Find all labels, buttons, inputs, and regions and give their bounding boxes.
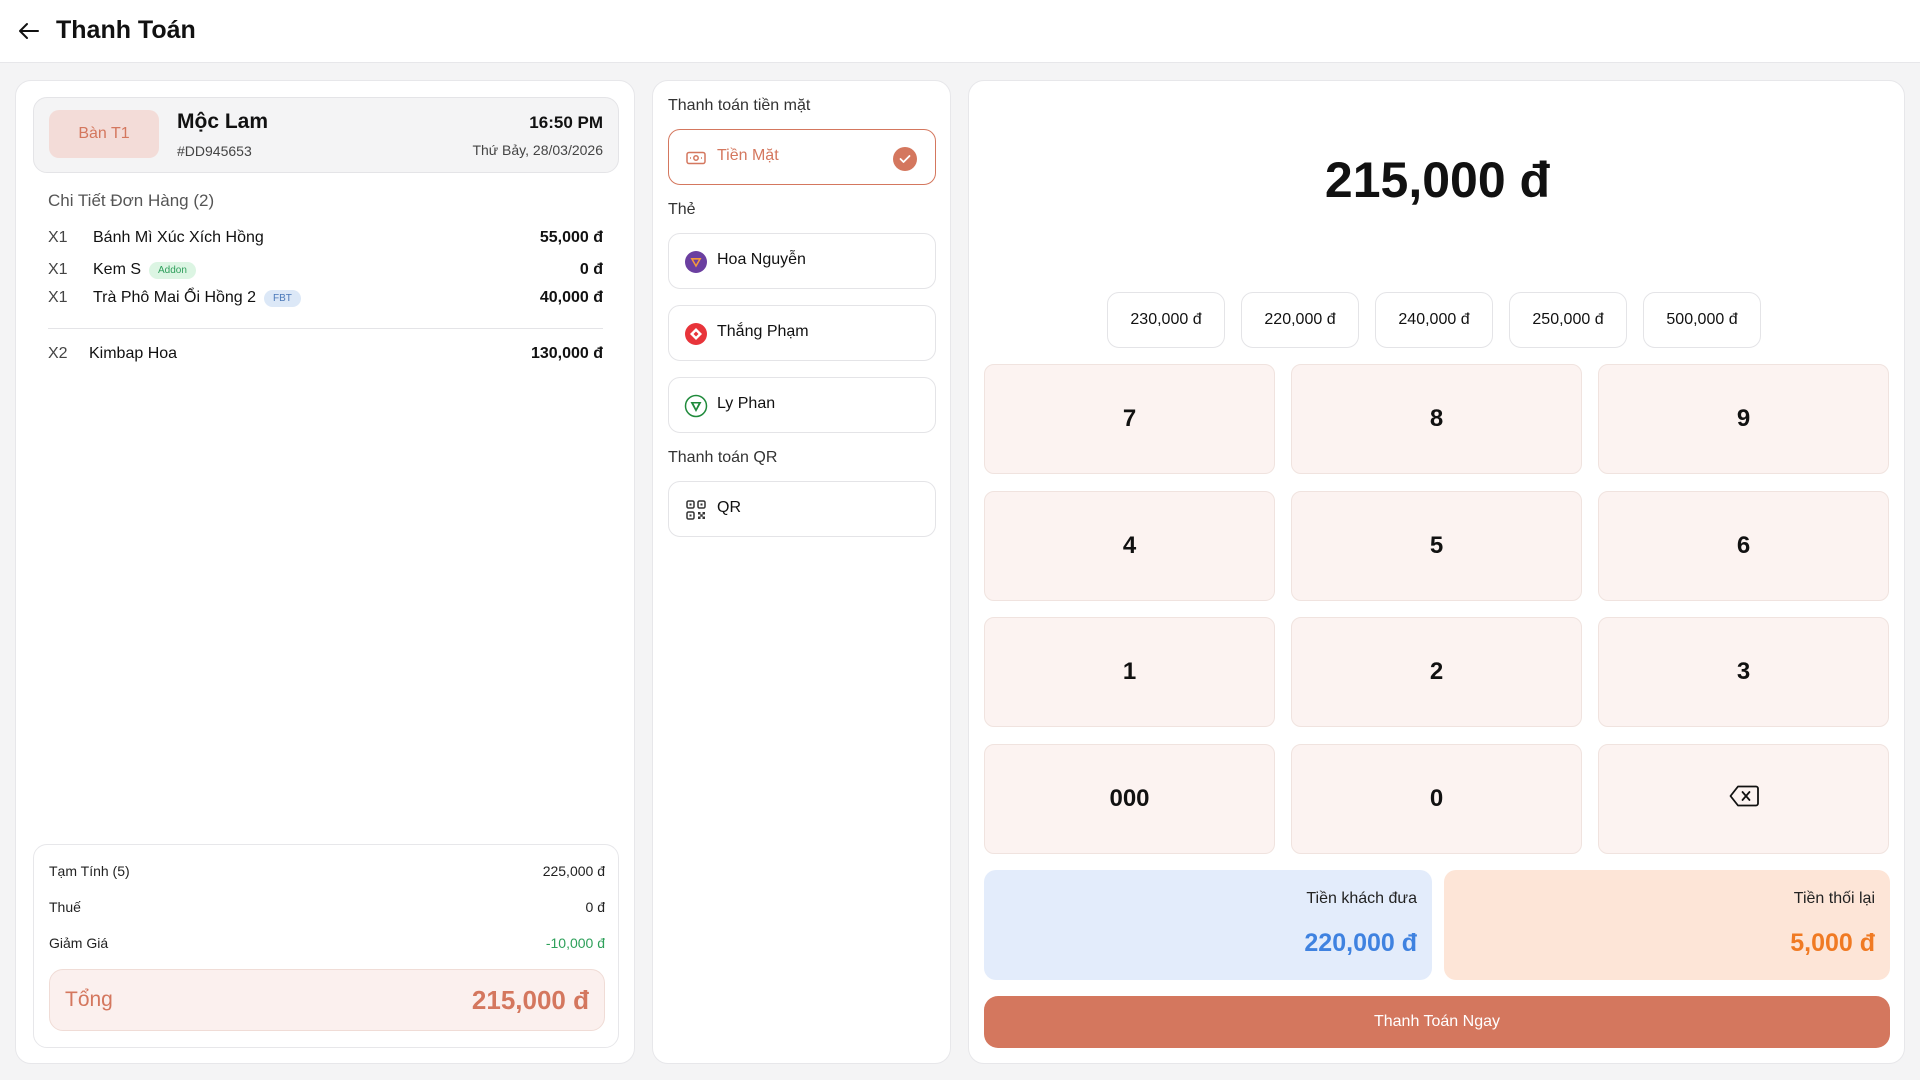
change-value: 5,000 đ [1790, 929, 1875, 957]
card-name: Ly Phan [717, 395, 776, 412]
card-name: Thắng Phạm [717, 323, 809, 340]
order-item: X2 Kimbap Hoa 130,000 đ [48, 345, 603, 369]
order-id: #DD945653 [177, 143, 252, 159]
card-name: Hoa Nguyễn [717, 251, 806, 268]
item-qty: X1 [48, 261, 68, 278]
keypad-key-0[interactable]: 0 [1291, 744, 1582, 854]
brand-diamond-icon [684, 322, 708, 346]
discount-value: -10,000 đ [545, 935, 605, 951]
table-badge: Bàn T1 [49, 110, 159, 158]
order-header: Bàn T1 Mộc Lam #DD945653 16:50 PM Thứ Bả… [33, 97, 619, 173]
brand-shield-icon [684, 394, 708, 418]
item-name: Bánh Mì Xúc Xích Hồng [93, 229, 264, 246]
keypad-key-3[interactable]: 3 [1598, 617, 1889, 727]
item-qty: X1 [48, 229, 68, 246]
amount-given-box: Tiền khách đưa 220,000 đ [984, 870, 1432, 980]
amount-due: 215,000 đ [1324, 152, 1551, 208]
item-qty: X2 [48, 345, 68, 362]
order-panel: Bàn T1 Mộc Lam #DD945653 16:50 PM Thứ Bả… [15, 80, 635, 1064]
cash-section-title: Thanh toán tiền mặt [668, 97, 811, 114]
amount-given-label: Tiền khách đưa [1306, 890, 1417, 907]
subtotal-value: 225,000 đ [542, 863, 605, 879]
backspace-icon [1729, 785, 1759, 814]
item-price: 0 đ [579, 261, 603, 278]
qr-section-title: Thanh toán QR [668, 449, 778, 466]
quick-amount-button[interactable]: 250,000 đ [1509, 292, 1627, 348]
item-name: Kem S [93, 261, 142, 278]
cash-icon [684, 146, 708, 170]
quick-amount-button[interactable]: 220,000 đ [1241, 292, 1359, 348]
calculator-panel: 215,000 đ 230,000 đ 220,000 đ 240,000 đ … [968, 80, 1905, 1064]
item-price: 55,000 đ [539, 229, 603, 246]
item-price: 40,000 đ [539, 289, 603, 306]
keypad-key-000[interactable]: 000 [984, 744, 1275, 854]
item-name: Kimbap Hoa [89, 345, 178, 362]
tax-label: Thuế [49, 899, 81, 915]
card-option-thang-pham[interactable]: Thắng Phạm [668, 305, 936, 361]
item-price: 130,000 đ [530, 345, 603, 362]
order-time: 16:50 PM [529, 113, 603, 132]
back-arrow-icon[interactable] [16, 18, 42, 44]
keypad-key-5[interactable]: 5 [1291, 491, 1582, 601]
top-bar: Thanh Toán [0, 0, 1920, 63]
change-box: Tiền thối lại 5,000 đ [1444, 870, 1890, 980]
total-label: Tổng [65, 988, 113, 1011]
keypad-key-8[interactable]: 8 [1291, 364, 1582, 474]
fbt-tag: FBT [264, 289, 301, 307]
quick-amount-button[interactable]: 230,000 đ [1107, 292, 1225, 348]
qr-option[interactable]: QR [668, 481, 936, 537]
card-section-title: Thẻ [668, 201, 696, 218]
order-summary: Tạm Tính (5) 225,000 đ Thuế 0 đ Giảm Giá… [33, 844, 619, 1048]
amount-given-value: 220,000 đ [1304, 929, 1417, 957]
order-detail-title: Chi Tiết Đơn Hàng (2) [48, 191, 215, 210]
tax-value: 0 đ [585, 899, 605, 915]
keypad-key-6[interactable]: 6 [1598, 491, 1889, 601]
pay-now-button[interactable]: Thanh Toán Ngay [984, 996, 1890, 1048]
addon-tag: Addon [149, 261, 196, 279]
order-item: X1 Trà Phô Mai Ổi Hồng 2 FBT 40,000 đ [48, 289, 603, 313]
keypad-key-7[interactable]: 7 [984, 364, 1275, 474]
check-icon [893, 147, 917, 171]
qr-label: QR [717, 499, 741, 516]
divider [48, 328, 603, 329]
quick-amount-button[interactable]: 500,000 đ [1643, 292, 1761, 348]
subtotal-label: Tạm Tính (5) [49, 863, 130, 879]
payment-method-panel: Thanh toán tiền mặt Tiền Mặt Thẻ Hoa Ngu… [652, 80, 951, 1064]
cash-label: Tiền Mặt [717, 147, 779, 164]
change-label: Tiền thối lại [1793, 890, 1875, 907]
keypad-key-1[interactable]: 1 [984, 617, 1275, 727]
quick-amount-button[interactable]: 240,000 đ [1375, 292, 1493, 348]
card-option-hoa-nguyen[interactable]: Hoa Nguyễn [668, 233, 936, 289]
page-title: Thanh Toán [56, 16, 196, 44]
discount-label: Giảm Giá [49, 935, 109, 951]
qr-code-icon [684, 498, 708, 522]
keypad-key-9[interactable]: 9 [1598, 364, 1889, 474]
order-item: X1 Kem S Addon 0 đ [48, 261, 603, 285]
brand-triangle-icon [684, 250, 708, 274]
total-box: Tổng 215,000 đ [49, 969, 605, 1031]
order-date: Thứ Bảy, 28/03/2026 [472, 142, 603, 158]
item-name: Trà Phô Mai Ổi Hồng 2 [93, 289, 257, 306]
keypad-key-4[interactable]: 4 [984, 491, 1275, 601]
item-qty: X1 [48, 289, 68, 306]
order-item: X1 Bánh Mì Xúc Xích Hồng 55,000 đ [48, 229, 603, 253]
customer-name: Mộc Lam [177, 110, 269, 133]
keypad-key-2[interactable]: 2 [1291, 617, 1582, 727]
cash-option[interactable]: Tiền Mặt [668, 129, 936, 185]
backspace-key[interactable] [1598, 744, 1889, 854]
total-value: 215,000 đ [471, 985, 589, 1015]
card-option-ly-phan[interactable]: Ly Phan [668, 377, 936, 433]
